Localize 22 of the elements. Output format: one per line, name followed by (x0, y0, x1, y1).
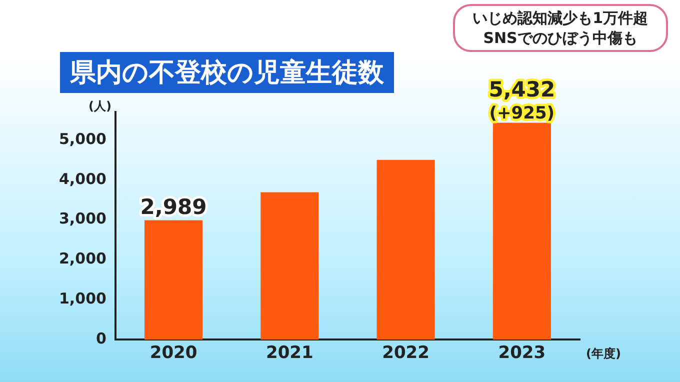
y-tick-label: 0 (96, 329, 106, 348)
y-tick-label: 4,000 (58, 170, 106, 188)
x-axis-title: (年度) (586, 346, 621, 361)
y-axis-title: (人) (88, 99, 112, 113)
chart-title: 県内の不登校の児童生徒数 (60, 52, 394, 93)
x-tick-label: 2020 (150, 343, 198, 364)
annotation: (+925) (489, 104, 555, 124)
y-tick-label: 2,000 (58, 250, 106, 268)
y-tick-label: 1,000 (58, 290, 106, 308)
data-label: 2,989 (140, 195, 207, 220)
x-tick-label: 2022 (382, 343, 430, 364)
bar (260, 192, 319, 340)
x-tick-label: 2021 (266, 343, 314, 364)
x-tick-label: 2023 (498, 343, 546, 364)
text: いじめ認知減少も1万件超 (472, 8, 648, 28)
y-tick-label: 5,000 (58, 130, 106, 148)
bar (492, 122, 551, 340)
bar (376, 160, 435, 340)
text: SNSでのひぼう中傷も (482, 28, 638, 48)
data-label: 5,432 (488, 78, 556, 102)
y-tick-label: 3,000 (58, 210, 106, 228)
bar (144, 220, 203, 340)
